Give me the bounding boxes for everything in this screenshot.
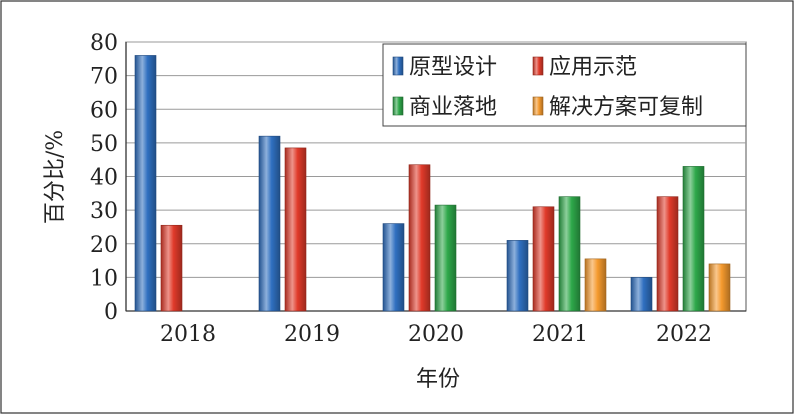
y-tick-label: 70 <box>90 65 118 90</box>
y-tick-label: 60 <box>90 98 118 123</box>
bar-2019-1 <box>284 147 307 312</box>
bar-2018-0 <box>134 55 157 312</box>
bar-2022-1 <box>656 196 679 312</box>
bar-2021-0 <box>506 240 529 312</box>
bar-2018-1 <box>160 224 183 312</box>
x-axis-label: 年份 <box>416 367 460 392</box>
y-tick-label: 0 <box>104 300 118 325</box>
y-tick-label: 20 <box>90 233 118 258</box>
x-tick-label: 2018 <box>160 322 216 347</box>
y-tick-label: 80 <box>90 31 118 56</box>
bar-2021-2 <box>558 196 581 312</box>
y-axis-label: 百分比/% <box>43 130 68 224</box>
legend-label: 商业落地 <box>409 95 497 120</box>
bar-2020-2 <box>434 204 457 312</box>
legend-box <box>382 43 747 127</box>
bar-2020-1 <box>408 164 431 312</box>
x-tick-label: 2021 <box>532 322 588 347</box>
bar-2021-1 <box>532 206 555 312</box>
legend-swatch <box>392 96 404 116</box>
bar-2021-3 <box>584 258 607 312</box>
bar-2022-2 <box>682 166 705 312</box>
x-tick-label: 2020 <box>408 322 464 347</box>
bar-2022-0 <box>630 277 653 312</box>
legend-label: 应用示范 <box>549 55 637 80</box>
y-tick-label: 30 <box>90 199 118 224</box>
bar-2022-3 <box>708 263 731 312</box>
legend-label: 原型设计 <box>409 55 497 80</box>
legend-swatch <box>392 56 404 76</box>
legend-label: 解决方案可复制 <box>549 95 703 120</box>
x-tick-label: 2019 <box>284 322 340 347</box>
legend-swatch <box>532 96 544 116</box>
y-tick-label: 10 <box>90 266 118 291</box>
legend-swatch <box>532 56 544 76</box>
y-tick-label: 50 <box>90 132 118 157</box>
y-tick-label: 40 <box>90 166 118 191</box>
x-tick-label: 2022 <box>656 322 712 347</box>
bar-2019-0 <box>258 135 281 312</box>
bar-2020-0 <box>382 223 405 312</box>
